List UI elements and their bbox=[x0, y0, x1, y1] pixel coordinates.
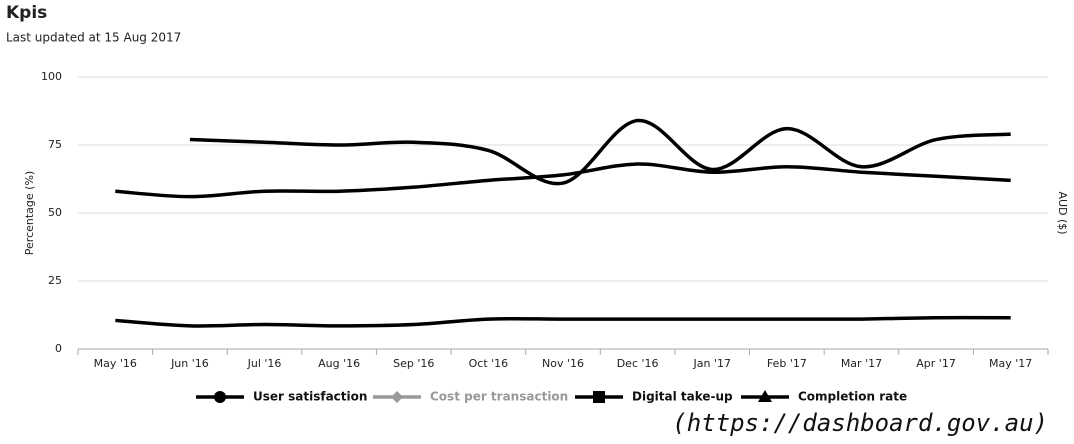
watermark: (https://dashboard.gov.au) bbox=[672, 409, 1048, 437]
series-line bbox=[115, 162, 1011, 199]
x-tick-label: Jun '16 bbox=[170, 357, 209, 370]
y-tick-label: 75 bbox=[48, 138, 62, 151]
chart-title: Kpis bbox=[6, 3, 47, 23]
y-tick-label: 100 bbox=[41, 70, 62, 83]
y-tick-label: 50 bbox=[48, 206, 62, 219]
legend-marker bbox=[758, 390, 772, 402]
y2-axis-label: AUD ($) bbox=[1056, 191, 1069, 234]
series-line bbox=[189, 118, 1011, 186]
x-tick-label: Aug '16 bbox=[318, 357, 360, 370]
legend-label: Completion rate bbox=[798, 390, 907, 404]
series-line bbox=[115, 315, 1011, 328]
legend-label: User satisfaction bbox=[253, 390, 367, 404]
legend-label: Cost per transaction bbox=[430, 390, 568, 404]
chart-subtitle: Last updated at 15 Aug 2017 bbox=[6, 31, 181, 45]
legend-marker bbox=[214, 391, 226, 403]
x-tick-label: Apr '17 bbox=[916, 357, 956, 370]
x-tick-label: Mar '17 bbox=[841, 357, 882, 370]
x-tick-label: May '16 bbox=[94, 357, 137, 370]
x-tick-label: Nov '16 bbox=[542, 357, 584, 370]
x-tick-label: Feb '17 bbox=[767, 357, 807, 370]
x-tick-label: Jan '17 bbox=[692, 357, 730, 370]
x-tick-label: Jul '16 bbox=[247, 357, 282, 370]
legend-marker bbox=[391, 391, 403, 403]
y-tick-label: 0 bbox=[55, 342, 62, 355]
x-tick-label: May '17 bbox=[989, 357, 1032, 370]
x-tick-label: Sep '16 bbox=[393, 357, 434, 370]
legend-marker bbox=[593, 391, 605, 403]
x-tick-label: Oct '16 bbox=[469, 357, 509, 370]
y-tick-label: 25 bbox=[48, 274, 62, 287]
legend-label: Digital take-up bbox=[632, 390, 733, 404]
x-tick-label: Dec '16 bbox=[617, 357, 659, 370]
y-axis-label: Percentage (%) bbox=[23, 171, 36, 255]
